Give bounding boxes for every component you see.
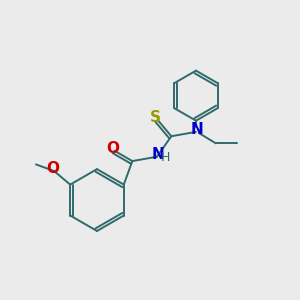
- Text: H: H: [160, 151, 170, 164]
- Text: N: N: [190, 122, 203, 137]
- Text: N: N: [152, 147, 164, 162]
- Text: S: S: [150, 110, 161, 124]
- Text: O: O: [106, 141, 119, 156]
- Text: O: O: [46, 160, 59, 175]
